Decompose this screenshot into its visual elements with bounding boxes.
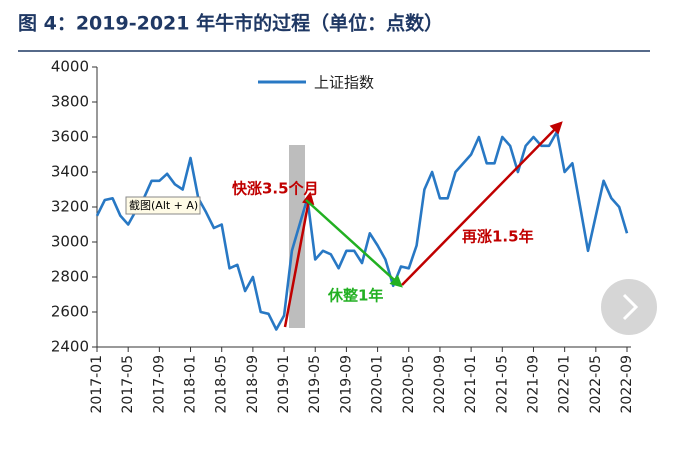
y-tick-label: 3000 (51, 233, 89, 251)
tooltip-text: 截图(Alt + A) (129, 198, 198, 212)
x-tick-label: 2020-09 (432, 355, 448, 414)
y-tick-label: 2600 (51, 303, 89, 321)
x-tick-label: 2017-05 (120, 355, 136, 414)
y-tick-label: 3400 (51, 163, 89, 181)
series-line (95, 130, 629, 331)
chart-title: 图 4：2019-2021 年牛市的过程（单位：点数） (18, 12, 443, 35)
next-button[interactable] (601, 279, 657, 335)
x-tick-label: 2022-05 (588, 355, 604, 414)
x-tick-label: 2021-01 (463, 355, 479, 414)
y-tick-label: 3200 (51, 198, 89, 216)
y-tick-label: 2800 (51, 268, 89, 286)
x-tick-label: 2018-09 (245, 355, 261, 414)
y-tick-label: 4000 (51, 58, 89, 76)
annotation: 快涨3.5个月 (232, 180, 319, 198)
arrow (401, 121, 563, 286)
x-tick-label: 2022-09 (619, 355, 635, 414)
annotation: 再涨1.5年 (462, 228, 534, 246)
x-tick-label: 2021-05 (494, 355, 510, 414)
tooltip (125, 196, 201, 215)
x-tick-label: 2018-01 (183, 355, 199, 414)
x-tick-label: 2019-09 (338, 355, 354, 414)
x-tick-label: 2021-09 (525, 355, 541, 414)
arrow (283, 191, 315, 328)
x-tick-label: 2017-09 (151, 355, 167, 414)
x-tick-label: 2018-05 (214, 355, 230, 414)
legend-label: 上证指数 (314, 74, 374, 92)
y-tick-label: 2400 (51, 338, 89, 356)
x-tick-label: 2017-01 (89, 355, 105, 414)
y-tick-label: 3600 (51, 128, 89, 146)
y-tick-label: 3800 (51, 93, 89, 111)
x-tick-label: 2019-05 (307, 355, 323, 414)
x-tick-label: 2020-05 (401, 355, 417, 414)
next-icon (622, 293, 639, 321)
x-tick-label: 2020-01 (370, 355, 386, 414)
x-tick-label: 2019-01 (276, 355, 292, 414)
arrow (305, 199, 403, 288)
x-tick-label: 2022-01 (557, 355, 573, 414)
annotation: 休整1年 (327, 287, 383, 305)
